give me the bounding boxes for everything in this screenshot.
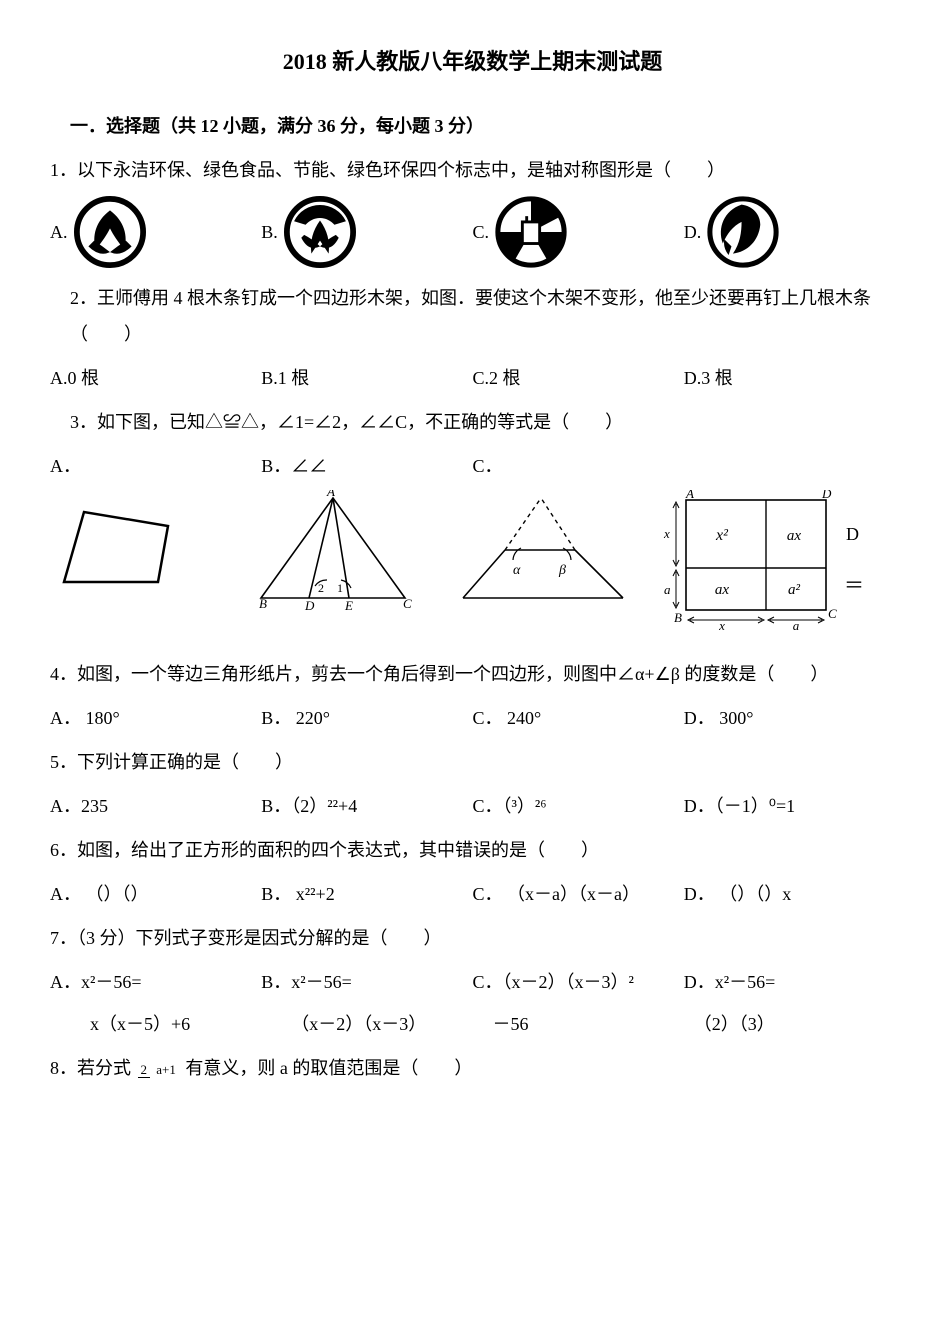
svg-text:C: C <box>403 596 412 610</box>
q1-options-row: A. B. C. D. <box>50 196 895 268</box>
svg-text:a: a <box>664 582 671 597</box>
q1-b-label: B. <box>261 214 278 250</box>
page-title: 2018 新人教版八年级数学上期末测试题 <box>50 40 895 84</box>
q7-b1: B．x²－56= <box>261 964 472 1000</box>
q8-frac-den: a+1 <box>153 1062 179 1077</box>
svg-text:a: a <box>792 618 799 630</box>
q3-figure-row: A B C D E 2 1 α β x² ax <box>50 490 895 642</box>
svg-text:C: C <box>828 606 837 621</box>
svg-text:a²: a² <box>788 582 801 598</box>
section-1-heading: 一．选择题（共 12 小题，满分 36 分，每小题 3 分） <box>70 108 895 144</box>
logo-recycle-icon <box>707 196 779 268</box>
svg-text:E: E <box>344 598 353 610</box>
svg-text:B: B <box>259 596 267 610</box>
question-7: 7．（3 分）下列式子变形是因式分解的是（ ） <box>50 920 895 956</box>
q8-text-after: 有意义，则 a 的取值范围是（ ） <box>185 1058 472 1078</box>
q7-options-line1: A．x²－56= B．x²－56= C．（x－2）（x－3）² D．x²－56= <box>50 964 895 1000</box>
svg-text:A: A <box>685 490 694 501</box>
q4-d: D． 300° <box>684 700 895 736</box>
q7-c2: －56 <box>493 1006 694 1042</box>
q7-d2: （2）（3） <box>694 1006 895 1042</box>
q4-options: A． 180° B． 220° C． 240° D． 300° <box>50 700 895 736</box>
q8-fraction: 2 a+1 <box>138 1063 179 1076</box>
q7-d1: D．x²－56= <box>684 964 895 1000</box>
svg-text:B: B <box>674 610 682 625</box>
q7-b2: （x－2）（x－3） <box>291 1006 492 1042</box>
figure-triangle-cut: α β <box>455 490 638 622</box>
q2-options: A.0 根 B.1 根 C.2 根 D.3 根 <box>50 360 895 396</box>
svg-text:＝: ＝ <box>844 575 864 597</box>
q1-d-label: D. <box>684 214 702 250</box>
q7-options-line2: x（x－5）+6 （x－2）（x－3） －56 （2）（3） <box>90 1006 895 1042</box>
question-3: 3．如下图，已知△≌△，∠1=∠2，∠∠C，不正确的等式是（ ） <box>70 404 895 440</box>
question-2: 2．王师傅用 4 根木条钉成一个四边形木架，如图．要使这个木架不变形，他至少还要… <box>70 280 895 352</box>
q6-a: A． （）（） <box>50 876 261 912</box>
q1-c-label: C. <box>473 214 490 250</box>
svg-text:β: β <box>558 563 566 578</box>
q8-text-before: 8．若分式 <box>50 1058 136 1078</box>
figure-quadrilateral <box>50 490 233 612</box>
question-1: 1．以下永洁环保、绿色食品、节能、绿色环保四个标志中，是轴对称图形是（ ） <box>50 152 895 188</box>
q2-d: D.3 根 <box>684 360 895 396</box>
question-8: 8．若分式 2 a+1 有意义，则 a 的取值范围是（ ） <box>50 1050 895 1086</box>
q1-option-a: A. <box>50 196 261 268</box>
q6-c: C． （x－a）（x－a） <box>473 876 684 912</box>
svg-text:x²: x² <box>715 527 729 544</box>
svg-text:D: D <box>304 598 315 610</box>
q2-a: A.0 根 <box>50 360 261 396</box>
svg-text:α: α <box>513 563 521 578</box>
q1-option-d: D. <box>684 196 895 268</box>
q5-a: A．235 <box>50 788 261 824</box>
q4-a: A． 180° <box>50 700 261 736</box>
q5-c: C．（³）²⁶ <box>473 788 684 824</box>
figure-area-square: x² ax ax a² A D B C x a x a <box>658 490 895 642</box>
svg-text:ax: ax <box>787 528 802 544</box>
svg-text:1: 1 <box>337 581 343 595</box>
svg-text:x: x <box>718 618 725 630</box>
q3-b-label: B．∠∠ <box>261 448 472 484</box>
q8-frac-num: 2 <box>138 1062 151 1078</box>
q5-options: A．235 B．（2）²²+4 C．（³）²⁶ D．（－1）⁰=1 <box>50 788 895 824</box>
svg-text:D: D <box>846 524 859 544</box>
q6-d: D． （）（）x <box>684 876 895 912</box>
question-4: 4．如图，一个等边三角形纸片，剪去一个角后得到一个四边形，则图中∠α+∠β 的度… <box>50 656 895 692</box>
logo-jieneng-icon <box>495 196 567 268</box>
question-5: 5．下列计算正确的是（ ） <box>50 744 895 780</box>
q4-c: C． 240° <box>473 700 684 736</box>
q3-c-label: C． <box>473 448 684 484</box>
question-6: 6．如图，给出了正方形的面积的四个表达式，其中错误的是（ ） <box>50 832 895 868</box>
svg-text:x: x <box>663 526 670 541</box>
logo-yongjie-icon <box>74 196 146 268</box>
q5-b: B．（2）²²+4 <box>261 788 472 824</box>
logo-greenfood-icon <box>284 196 356 268</box>
svg-text:D: D <box>821 490 832 501</box>
q7-c1: C．（x－2）（x－3）² <box>473 964 684 1000</box>
q2-b: B.1 根 <box>261 360 472 396</box>
q5-d: D．（－1）⁰=1 <box>684 788 895 824</box>
q1-a-label: A. <box>50 214 68 250</box>
q7-a2: x（x－5）+6 <box>90 1006 291 1042</box>
q4-b: B． 220° <box>261 700 472 736</box>
svg-text:ax: ax <box>715 582 730 598</box>
q7-a1: A．x²－56= <box>50 964 261 1000</box>
q1-option-b: B. <box>261 196 472 268</box>
q6-b: B． x²²+2 <box>261 876 472 912</box>
q6-options: A． （）（） B． x²²+2 C． （x－a）（x－a） D． （）（）x <box>50 876 895 912</box>
q3-label-row: A． B．∠∠ C． <box>50 448 895 484</box>
q3-a-label: A． <box>50 448 261 484</box>
q2-c: C.2 根 <box>473 360 684 396</box>
svg-text:A: A <box>326 490 335 499</box>
q1-option-c: C. <box>473 196 684 268</box>
figure-triangle-cevians: A B C D E 2 1 <box>253 490 436 622</box>
svg-text:2: 2 <box>318 581 324 595</box>
